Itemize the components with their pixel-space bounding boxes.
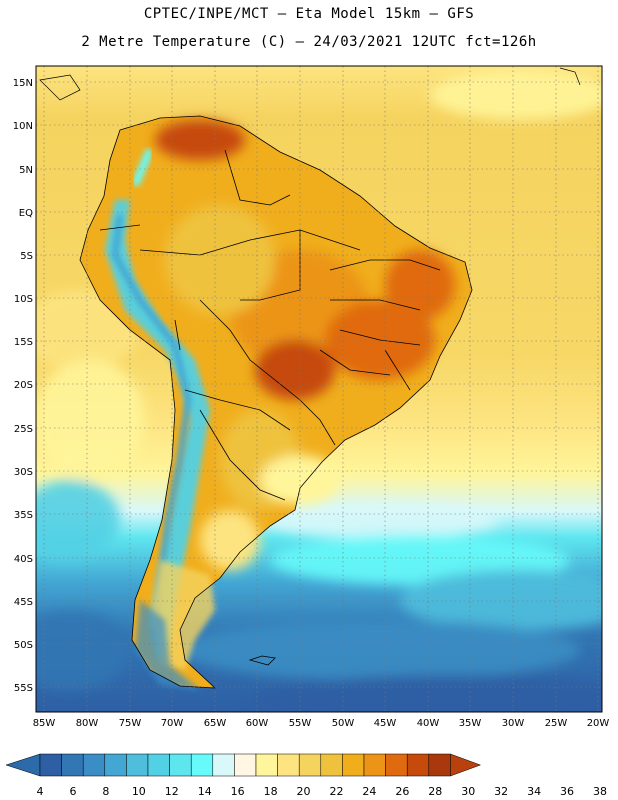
legend-value-label: 28 [428,785,442,798]
lon-label: 75W [119,718,142,729]
legend-swatch [298,753,322,777]
longitude-labels: 85W 80W 75W 70W 65W 60W 55W 50W 45W 40W … [33,718,610,729]
lat-label: 15S [14,337,33,348]
legend-value-label: 16 [231,785,245,798]
lon-label: 25W [545,718,568,729]
legend-value-label: 38 [593,785,607,798]
legend-swatch [320,753,343,777]
lat-label: 10S [14,294,33,305]
lon-label: 70W [161,718,184,729]
legend-swatch [147,753,170,777]
legend-swatch [234,753,257,777]
legend-swatch [212,753,235,777]
legend-under-arrow [5,753,41,777]
legend-swatch [169,753,192,777]
lon-label: 80W [76,718,99,729]
lat-label: 20S [14,380,33,391]
legend-value-label: 30 [461,785,475,798]
legend-value-label: 36 [560,785,574,798]
lat-label: 55S [14,683,33,694]
color-legend: 4 6 8 10 12 14 16 18 20 22 24 26 28 30 32 34 36 38 [5,753,607,798]
lat-label: 5N [19,165,33,176]
map-title-line1: CPTEC/INPE/MCT – Eta Model 15km – GFS [143,6,475,22]
lat-label: 45S [14,597,33,608]
legend-over-arrow [450,753,482,777]
legend-value-label: 12 [165,785,179,798]
map-field [36,66,602,712]
legend-value-label: 20 [297,785,311,798]
lat-label: EQ [19,208,33,219]
lat-label: 35S [14,510,33,521]
legend-value-label: 22 [329,785,343,798]
legend-value-label: 4 [37,785,44,798]
lat-label: 5S [20,251,33,262]
legend-value-label: 26 [395,785,409,798]
legend-swatch [406,753,430,777]
legend-swatch [104,753,127,777]
legend-swatch [39,753,62,777]
latitude-labels: 15N 10N 5N EQ 5S 10S 15S 20S 25S 30S 35S… [13,78,33,694]
lon-label: 55W [289,718,312,729]
map-title-line2: 2 Metre Temperature (C) – 24/03/2021 12U… [81,34,537,50]
legend-swatch [255,753,278,777]
legend-swatch [428,753,451,777]
lon-label: 40W [417,718,440,729]
map-frame [35,65,603,713]
lon-label: 20W [587,718,610,729]
legend-value-label: 32 [494,785,508,798]
legend-value-label: 18 [264,785,278,798]
lon-label: 50W [332,718,355,729]
lon-label: 35W [459,718,482,729]
lat-label: 30S [14,467,33,478]
legend-swatch [82,753,106,777]
lat-label: 25S [14,424,33,435]
legend-value-label: 10 [132,785,146,798]
lon-label: 30W [502,718,525,729]
legend-swatch [61,753,84,777]
lon-label: 85W [33,718,56,729]
lat-label: 10N [13,121,33,132]
legend-swatch [385,753,408,777]
lon-label: 60W [246,718,269,729]
legend-value-label: 6 [69,785,76,798]
lon-label: 45W [374,718,397,729]
lon-label: 65W [204,718,227,729]
legend-value-label: 14 [198,785,212,798]
legend-value-label: 24 [362,785,376,798]
lat-label: 40S [14,554,33,565]
legend-value-label: 8 [102,785,109,798]
legend-value-label: 34 [527,785,541,798]
legend-swatch [277,753,300,777]
lat-label: 15N [13,78,33,89]
legend-swatch [126,753,149,777]
legend-swatch [190,753,214,777]
lat-label: 50S [14,640,33,651]
legend-swatch [363,753,386,777]
legend-swatch [342,753,365,777]
